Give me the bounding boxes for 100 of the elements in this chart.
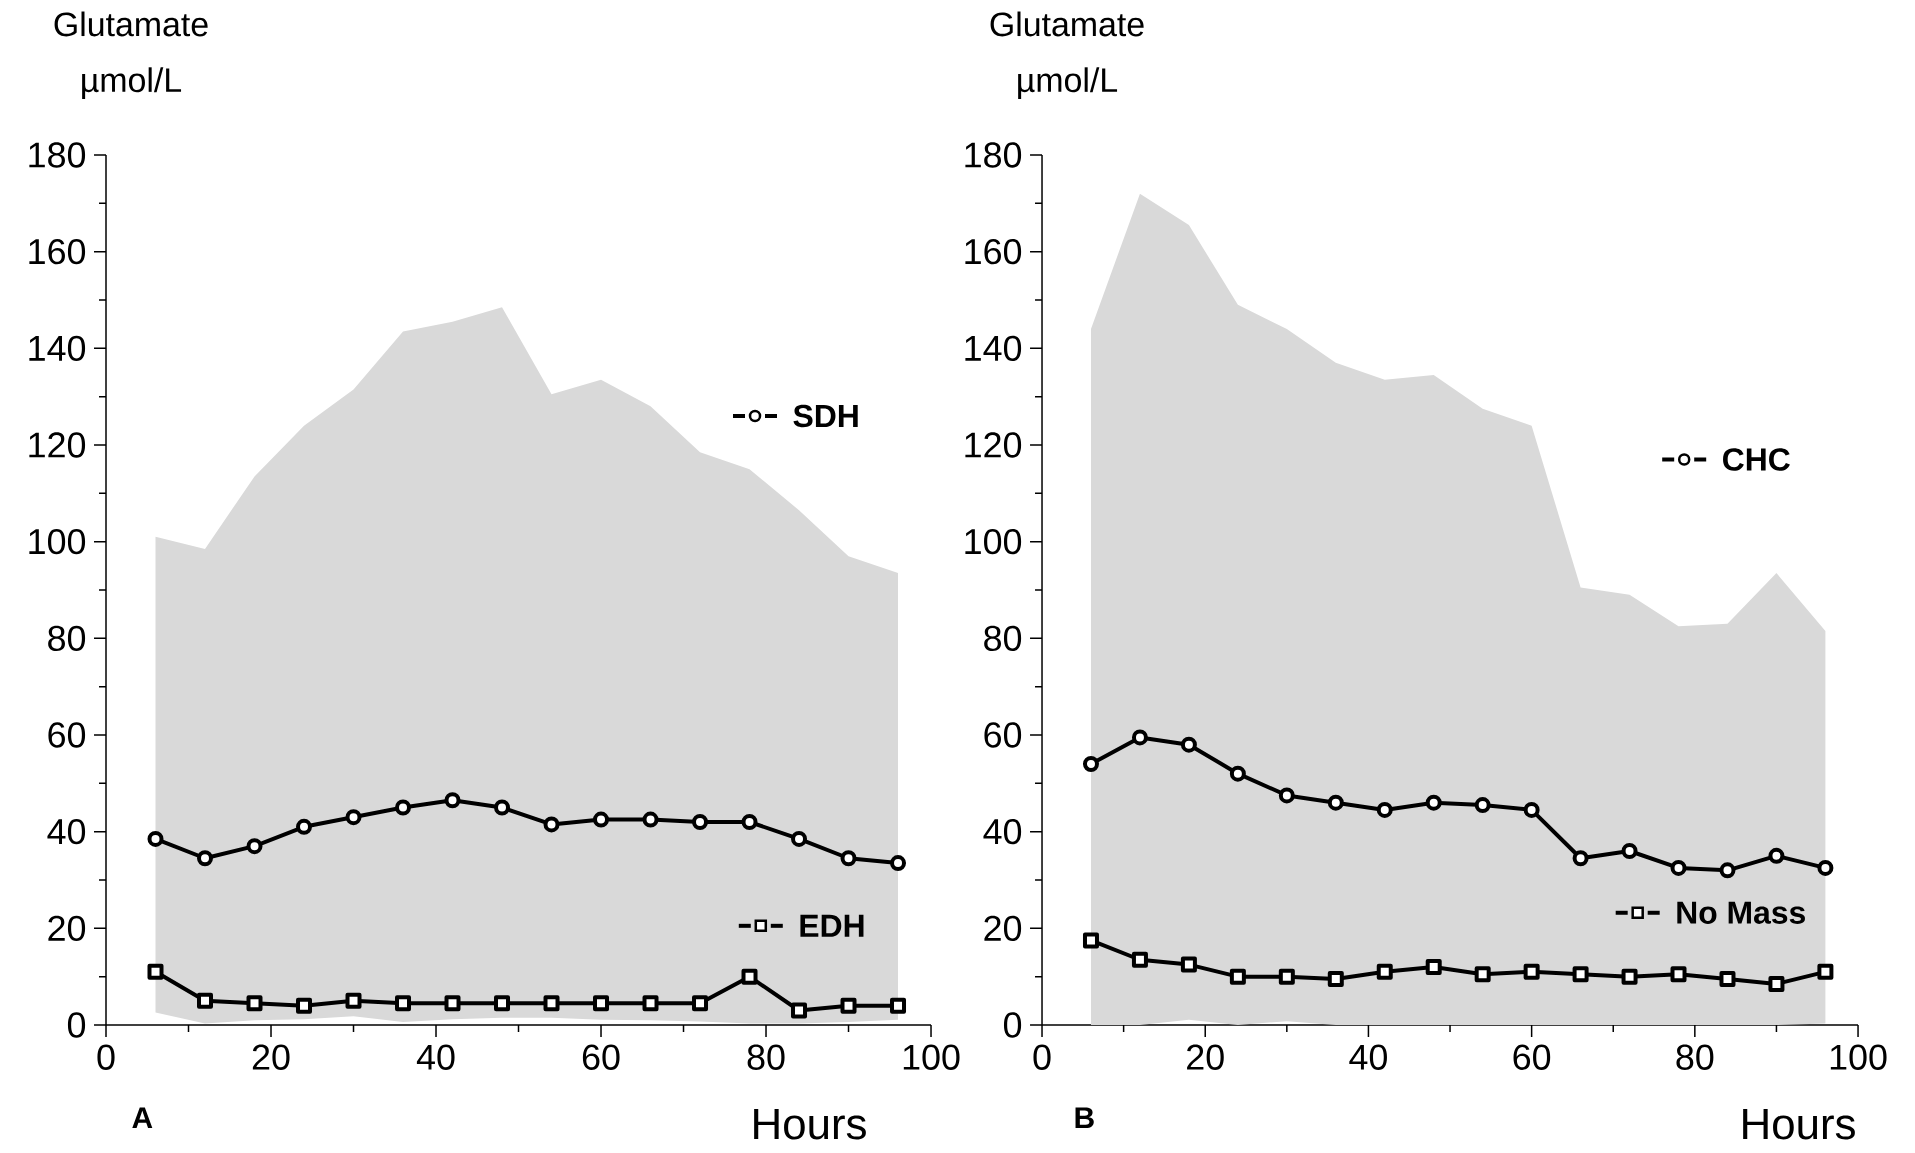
text: A bbox=[132, 1107, 153, 1128]
x-tick-label: 0 bbox=[1033, 1044, 1051, 1070]
x-tick-label: 40 bbox=[1349, 1044, 1387, 1070]
y-tick-label: 120 bbox=[965, 432, 1022, 458]
y-tick-label: 0 bbox=[67, 1012, 86, 1038]
point bbox=[642, 995, 659, 1012]
y-tick-label: 40 bbox=[983, 818, 1022, 845]
point bbox=[1523, 963, 1540, 980]
point bbox=[395, 995, 412, 1012]
point bbox=[1131, 729, 1148, 746]
x-tick-label: 40 bbox=[416, 1044, 455, 1070]
point bbox=[741, 814, 758, 830]
legend-label: SDH bbox=[793, 404, 858, 428]
point bbox=[1817, 963, 1834, 980]
y-tick-label: 20 bbox=[984, 915, 1022, 942]
legend-label: CHC bbox=[1723, 448, 1790, 471]
point bbox=[345, 809, 362, 826]
point bbox=[1670, 966, 1687, 983]
y-axis-title: Glutamate µmol/L bbox=[54, 11, 208, 99]
x-tick-label: 100 bbox=[1830, 1044, 1887, 1070]
y-tick-label: 180 bbox=[29, 142, 86, 168]
y-tick-label: 80 bbox=[48, 625, 86, 652]
y-tick-label: 20 bbox=[48, 915, 86, 942]
point bbox=[1670, 859, 1687, 876]
point bbox=[246, 838, 263, 855]
y-tick-label: 140 bbox=[29, 335, 86, 362]
point bbox=[1425, 959, 1442, 975]
point bbox=[1768, 975, 1785, 992]
y-tick-label: 100 bbox=[965, 528, 1022, 555]
y-tick-label: 80 bbox=[984, 625, 1022, 652]
point bbox=[1082, 755, 1099, 772]
point bbox=[692, 995, 709, 1012]
point bbox=[395, 799, 412, 816]
y-tick-label: 0 bbox=[1003, 1012, 1022, 1038]
y-tick-label: 100 bbox=[29, 528, 86, 555]
point bbox=[494, 995, 511, 1012]
x-tick-label: 100 bbox=[903, 1044, 960, 1070]
point bbox=[1327, 794, 1344, 811]
legend-label: EDH bbox=[800, 914, 864, 937]
point bbox=[147, 830, 164, 847]
point bbox=[444, 995, 461, 1012]
y-tick-label: 140 bbox=[965, 335, 1022, 362]
point bbox=[741, 968, 758, 985]
point bbox=[494, 799, 511, 816]
x-tick-label: 20 bbox=[252, 1044, 290, 1070]
point bbox=[1768, 847, 1785, 864]
point bbox=[692, 814, 709, 830]
point bbox=[1229, 968, 1246, 985]
point bbox=[296, 818, 313, 835]
point bbox=[642, 811, 659, 828]
point bbox=[1572, 966, 1589, 983]
point bbox=[1327, 971, 1344, 988]
point bbox=[593, 995, 610, 1012]
point bbox=[1425, 794, 1442, 811]
point bbox=[543, 995, 560, 1012]
text: B bbox=[1075, 1107, 1094, 1128]
y-tick-label: 60 bbox=[984, 722, 1022, 748]
point bbox=[1131, 951, 1148, 968]
point bbox=[345, 992, 362, 1009]
x-tick-label: 60 bbox=[582, 1044, 620, 1070]
point bbox=[890, 997, 907, 1014]
y-axis-title: Glutamate µmol/L bbox=[990, 11, 1144, 99]
point bbox=[593, 811, 610, 828]
x-tick-label: 60 bbox=[1513, 1044, 1551, 1070]
x-axis-title: Hours bbox=[1743, 1108, 1855, 1140]
point bbox=[147, 963, 164, 980]
y-tick-label: 160 bbox=[965, 238, 1022, 265]
point bbox=[1474, 966, 1491, 983]
y-tick-label: 60 bbox=[48, 722, 86, 748]
point bbox=[1572, 850, 1589, 867]
point bbox=[1621, 843, 1638, 859]
point bbox=[1523, 801, 1540, 818]
point bbox=[791, 830, 808, 847]
point bbox=[840, 997, 857, 1014]
y-tick-label: 40 bbox=[47, 818, 86, 845]
point bbox=[1180, 736, 1197, 753]
point bbox=[791, 1002, 808, 1019]
point bbox=[444, 792, 461, 809]
point bbox=[1376, 801, 1393, 818]
point bbox=[1474, 797, 1491, 814]
point bbox=[1719, 971, 1736, 988]
point bbox=[197, 992, 213, 1009]
point bbox=[1719, 862, 1736, 879]
y-tick-label: 120 bbox=[29, 432, 86, 458]
point bbox=[1278, 787, 1295, 804]
x-tick-label: 0 bbox=[97, 1044, 115, 1070]
x-tick-label: 80 bbox=[747, 1044, 785, 1070]
x-tick-label: 20 bbox=[1187, 1044, 1224, 1070]
point bbox=[197, 850, 213, 867]
point bbox=[1621, 968, 1638, 985]
point bbox=[1229, 765, 1246, 782]
point bbox=[1180, 956, 1197, 973]
point bbox=[246, 995, 263, 1012]
point bbox=[1376, 963, 1393, 980]
point bbox=[1082, 932, 1099, 949]
y-tick-label: 160 bbox=[29, 238, 86, 265]
y-tick-label: 180 bbox=[965, 142, 1022, 168]
point bbox=[890, 855, 907, 872]
point bbox=[543, 816, 560, 833]
legend-label: No Mass bbox=[1677, 901, 1805, 924]
